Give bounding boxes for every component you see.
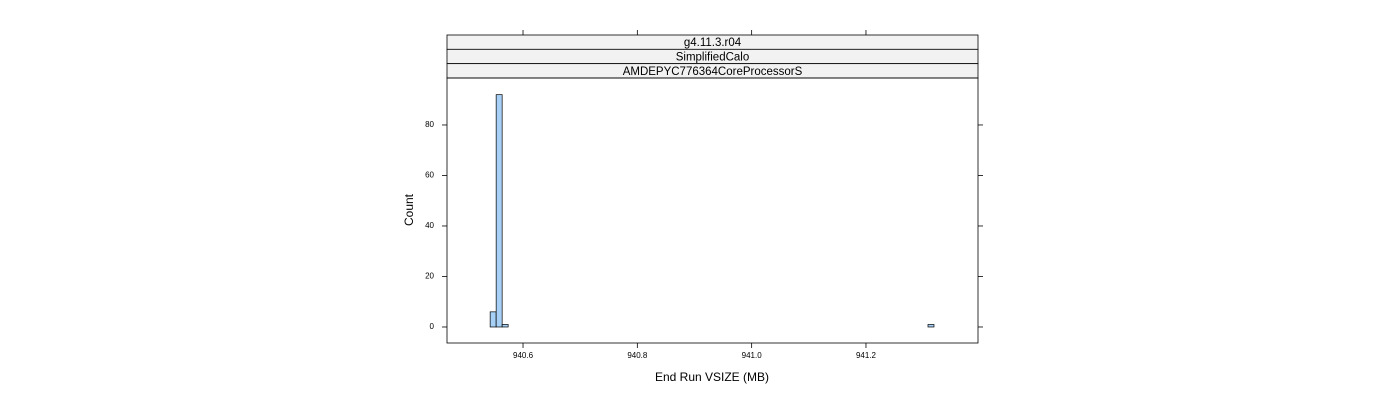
y-tick-label: 80 (425, 120, 434, 129)
y-tick-label: 40 (425, 221, 434, 230)
strip-label: SimplifiedCalo (676, 52, 750, 64)
strip-label: g4.11.3.r04 (684, 37, 742, 49)
histogram-bar (489, 311, 497, 328)
x-tick-label: 941.0 (742, 351, 763, 360)
histogram-bar (495, 94, 503, 328)
x-tick-label: 940.8 (627, 351, 648, 360)
histogram-bar (927, 324, 935, 328)
y-tick-label: 0 (430, 322, 435, 331)
x-tick-label: 940.6 (513, 351, 534, 360)
y-axis-label: Count (402, 193, 416, 226)
plot-frame (446, 77, 979, 344)
x-tick-label: 941.2 (856, 351, 877, 360)
y-tick-label: 60 (425, 171, 434, 180)
x-axis-label: End Run VSIZE (MB) (655, 370, 769, 384)
strip-label: AMDEPYC776364CoreProcessorS (623, 66, 803, 78)
histogram-bar (501, 324, 509, 328)
y-tick-label: 20 (425, 272, 434, 281)
